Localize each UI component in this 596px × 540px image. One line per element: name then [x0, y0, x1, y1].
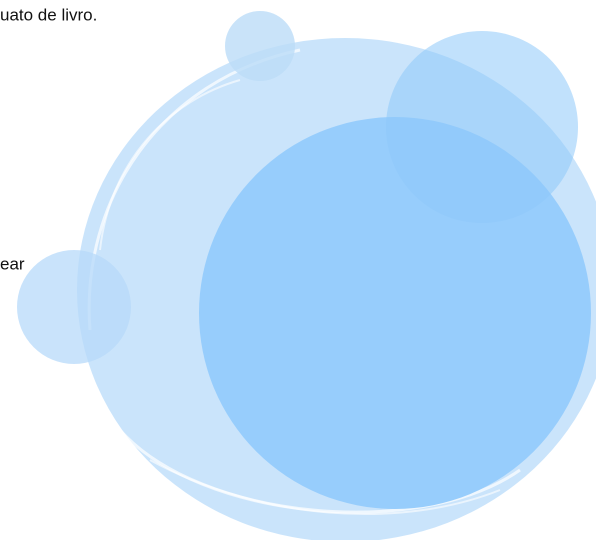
page: uato de livro. ear (() => { const data =…	[0, 0, 596, 540]
text-fragment: ear	[0, 254, 25, 273]
small-top-circle	[225, 11, 295, 81]
left-circle	[17, 250, 131, 364]
decorative-canvas: uato de livro. ear	[0, 0, 596, 540]
text-fragment: uato de livro.	[0, 5, 97, 24]
top-right-circle	[386, 31, 578, 223]
circles	[17, 11, 596, 540]
